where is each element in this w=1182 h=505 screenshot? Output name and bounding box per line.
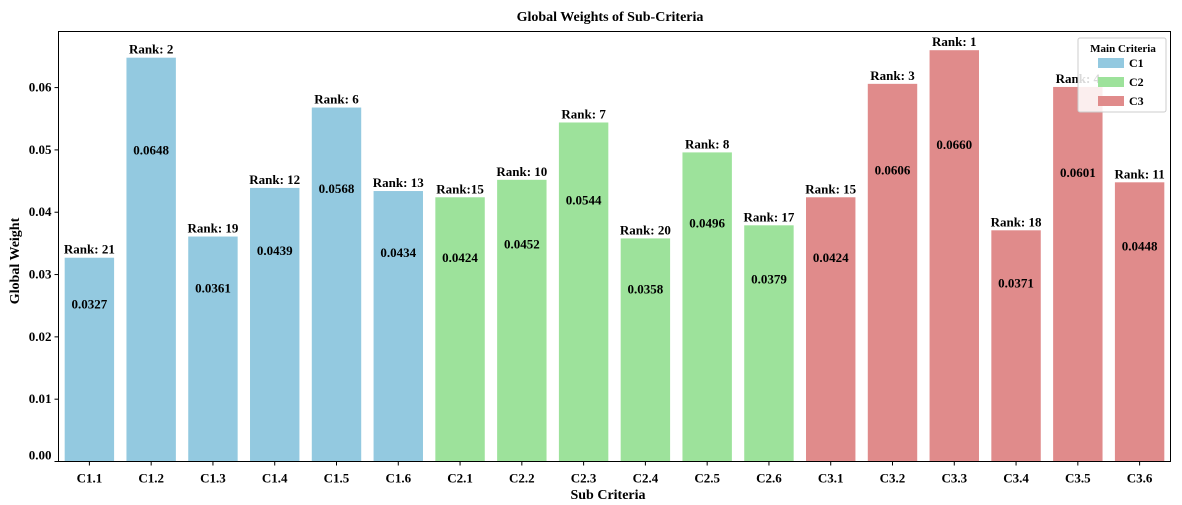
x-tick-label-c2-6: C2.6 — [756, 471, 782, 486]
value-label-c1-6: 0.0434 — [380, 245, 416, 260]
x-tick-label-c1-4: C1.4 — [262, 471, 288, 486]
x-tick-label-c2-2: C2.2 — [509, 471, 535, 486]
chart-title: Global Weights of Sub-Criteria — [517, 10, 704, 25]
legend-swatch-c1 — [1098, 58, 1124, 68]
rank-label-c1-3: Rank: 19 — [187, 221, 238, 236]
value-labels-group: 0.0327 0.0648 0.0361 0.0439 0.0568 0.0434 0.04… — [72, 137, 1158, 312]
x-tick-label-c1-3: C1.3 — [200, 471, 226, 486]
rank-labels-group: Rank: 21 Rank: 2 Rank: 19 Rank: 12 Rank: 6 Ra… — [64, 34, 1165, 257]
x-tick-label-c3-5: C3.5 — [1065, 471, 1091, 486]
bar-c2-2 — [497, 179, 547, 462]
x-tick-label-c2-3: C2.3 — [571, 471, 597, 486]
bars-group — [64, 50, 1165, 462]
bar-c3-4 — [991, 230, 1041, 462]
legend-label-c2: C2 — [1129, 75, 1144, 89]
bar-c3-2 — [867, 83, 918, 462]
bar-c1-6 — [373, 191, 423, 462]
value-label-c3-4: 0.0371 — [998, 275, 1034, 290]
value-label-c1-3: 0.0361 — [195, 280, 231, 295]
y-tick-label: 0.01 — [29, 391, 52, 406]
rank-label-c2-4: Rank: 20 — [620, 222, 671, 237]
bar-c1-4 — [250, 187, 300, 462]
bar-c3-3 — [929, 50, 979, 462]
rank-label-c3-3: Rank: 1 — [932, 34, 976, 49]
rank-label-c2-3: Rank: 7 — [561, 106, 606, 121]
legend-label-c1: C1 — [1129, 56, 1144, 70]
x-tick-label-c3-2: C3.2 — [880, 471, 906, 486]
legend-title: Main Criteria — [1090, 43, 1156, 55]
bar-c1-3 — [188, 236, 238, 462]
y-tick-label: 0.00 — [29, 448, 52, 463]
value-label-c2-4: 0.0358 — [628, 282, 664, 297]
x-tick-label-c1-6: C1.6 — [385, 471, 411, 486]
value-label-c3-3: 0.0660 — [936, 137, 972, 152]
x-tick-label-c3-6: C3.6 — [1127, 471, 1153, 486]
legend-label-c3: C3 — [1129, 94, 1144, 108]
value-label-c1-1: 0.0327 — [72, 297, 108, 312]
x-tick-label-c2-1: C2.1 — [447, 471, 473, 486]
bar-c3-6 — [1114, 182, 1165, 462]
rank-label-c1-2: Rank: 2 — [129, 42, 173, 57]
x-tick-label-c2-4: C2.4 — [633, 471, 659, 486]
legend-swatch-c3 — [1098, 96, 1124, 106]
value-label-c3-2: 0.0606 — [875, 163, 911, 178]
legend-box — [1077, 37, 1167, 113]
bar-c1-2 — [126, 57, 176, 462]
value-label-c2-1: 0.0424 — [442, 250, 478, 265]
y-tick-label: 0.02 — [29, 329, 52, 344]
bar-c2-1 — [435, 197, 485, 462]
bar-c2-6 — [744, 225, 794, 462]
x-tick-label-c3-4: C3.4 — [1003, 471, 1029, 486]
rank-label-c3-2: Rank: 3 — [870, 68, 915, 83]
y-tick-label: 0.05 — [29, 142, 52, 157]
rank-label-c3-1: Rank: 15 — [805, 181, 856, 196]
rank-label-c2-6: Rank: 17 — [743, 209, 794, 224]
legend-items: C1 C2 C3 — [1098, 56, 1144, 108]
y-axis-ticks: 0.00 0.01 0.02 0.03 0.04 0.05 0.06 — [29, 80, 59, 463]
value-label-c3-1: 0.0424 — [813, 250, 849, 265]
value-label-c2-2: 0.0452 — [504, 237, 540, 252]
x-tick-label-c3-3: C3.3 — [941, 471, 967, 486]
bar-c3-5 — [1053, 86, 1103, 462]
rank-label-c1-4: Rank: 12 — [249, 172, 300, 187]
rank-label-c2-1: Rank:15 — [436, 181, 484, 196]
rank-label-c1-6: Rank: 13 — [373, 175, 424, 190]
value-label-c1-5: 0.0568 — [319, 181, 355, 196]
value-label-c2-6: 0.0379 — [751, 272, 787, 287]
x-tick-label-c2-5: C2.5 — [694, 471, 720, 486]
x-axis-ticks: C1.1 C1.2 C1.3 C1.4 C1.5 C1.6 C2.1 C2.2 C2.3 C2.4… — [77, 461, 1153, 486]
x-tick-label-c1-5: C1.5 — [324, 471, 350, 486]
rank-label-c1-1: Rank: 21 — [64, 242, 115, 257]
x-tick-label-c3-1: C3.1 — [818, 471, 844, 486]
y-tick-label: 0.03 — [29, 267, 52, 282]
x-tick-label-c1-2: C1.2 — [138, 471, 164, 486]
bar-c1-5 — [311, 107, 362, 462]
rank-label-c3-4: Rank: 18 — [991, 214, 1042, 229]
bar-c2-3 — [558, 122, 609, 462]
value-label-c3-5: 0.0601 — [1060, 165, 1096, 180]
bar-c2-5 — [682, 152, 732, 462]
legend-swatch-c2 — [1098, 77, 1124, 87]
y-axis-label: Global Weight — [8, 217, 23, 304]
value-label-c1-2: 0.0648 — [133, 143, 169, 158]
rank-label-c2-5: Rank: 8 — [685, 136, 730, 151]
value-label-c2-5: 0.0496 — [689, 215, 725, 230]
legend: Main Criteria C1 C2 C3 — [1077, 37, 1167, 113]
y-tick-label: 0.04 — [29, 204, 52, 219]
bar-c3-1 — [806, 197, 856, 462]
value-label-c2-3: 0.0544 — [566, 192, 602, 207]
y-tick-label: 0.06 — [29, 80, 52, 95]
rank-label-c2-2: Rank: 10 — [496, 164, 547, 179]
plot-frame — [58, 31, 1171, 462]
value-label-c3-6: 0.0448 — [1122, 239, 1158, 254]
rank-label-c3-6: Rank: 11 — [1115, 166, 1165, 181]
value-label-c1-4: 0.0439 — [257, 243, 293, 258]
bar-c2-4 — [620, 238, 671, 462]
x-tick-label-c1-1: C1.1 — [77, 471, 103, 486]
bar-c1-1 — [64, 257, 115, 462]
x-axis-label: Sub Criteria — [570, 488, 645, 503]
rank-label-c1-5: Rank: 6 — [314, 92, 359, 107]
